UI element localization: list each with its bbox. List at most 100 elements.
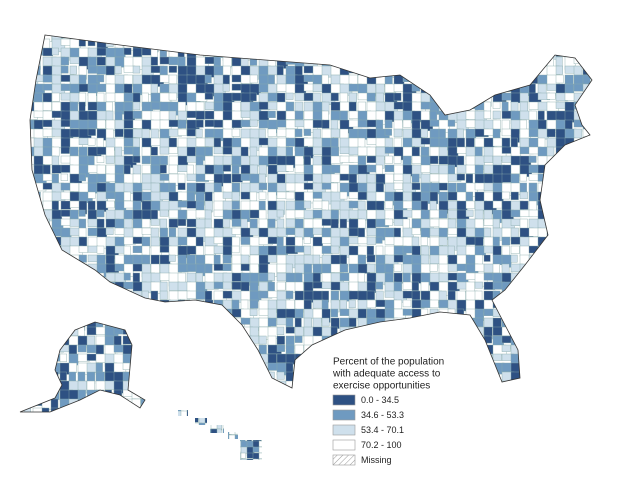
county [20,380,22,395]
county [501,290,514,305]
county [573,371,583,381]
county [216,434,226,443]
county [87,272,97,285]
county [105,155,115,164]
county [186,245,197,255]
county [258,308,269,316]
county [123,272,131,281]
county [285,128,296,140]
county [538,390,550,400]
county [519,263,534,277]
county [366,38,378,48]
county [564,263,577,276]
county [249,38,261,50]
county [285,101,295,113]
county [285,209,296,220]
county [213,254,221,265]
county [23,362,31,371]
county [249,308,258,316]
county [510,299,520,309]
county [474,326,484,340]
county [321,200,330,212]
county [402,38,413,46]
county [132,65,141,74]
county [483,308,495,317]
county [41,353,51,364]
county [168,353,178,365]
county [582,155,592,164]
county [87,290,101,302]
county [32,380,40,395]
county [131,322,141,329]
county [366,326,380,340]
county [384,128,392,136]
county [501,344,511,352]
county [192,452,199,460]
county [393,47,402,57]
county [573,119,586,128]
county [501,236,511,246]
county [366,56,377,65]
county [23,335,32,344]
county [177,308,189,320]
county [159,353,169,362]
county [465,344,476,355]
county [213,335,223,348]
county [357,101,367,112]
county [258,410,262,419]
county [195,335,210,347]
county [448,390,456,401]
county [312,191,323,199]
county [168,326,182,338]
county [537,371,551,383]
county [228,452,234,460]
county [537,35,546,42]
county [51,317,65,331]
county [556,390,565,400]
county [168,146,178,154]
county [51,335,64,344]
county [438,35,447,44]
county [564,353,572,364]
county [393,65,405,73]
county [258,344,267,355]
county [493,390,505,401]
county [140,344,145,356]
county [249,200,260,211]
county [393,263,402,272]
county [366,290,375,301]
county [519,74,532,85]
county [32,371,46,381]
county [276,47,290,58]
county [33,335,44,349]
county [222,83,230,92]
county [384,119,393,129]
county [564,335,574,350]
county [204,38,215,47]
county [30,47,33,55]
county [33,380,41,388]
county [30,353,37,365]
county [267,218,276,228]
county [96,146,107,155]
county [240,344,253,356]
county [222,254,232,264]
county [195,371,206,380]
county [177,182,186,190]
county [51,254,60,263]
county [276,227,288,237]
county [30,281,34,294]
county [528,308,538,320]
county [492,110,501,120]
county [429,155,439,165]
county [150,263,160,274]
county [240,353,251,365]
county [216,440,223,447]
county [87,299,102,309]
county [195,35,205,40]
county [591,83,592,92]
county [546,380,558,388]
county [483,65,492,78]
county [141,290,149,302]
county [366,146,376,157]
